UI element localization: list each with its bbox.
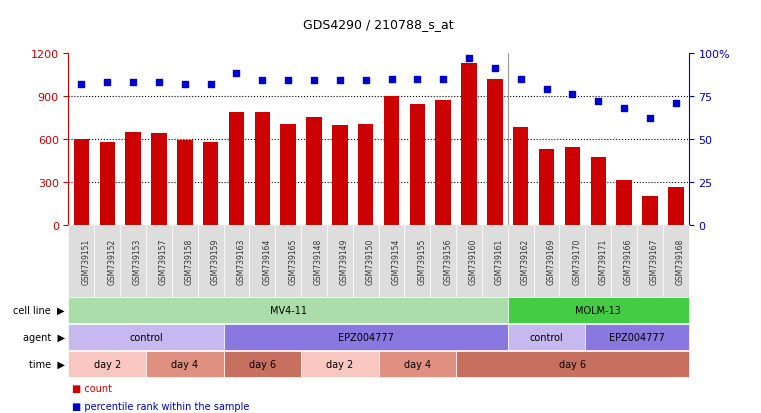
Bar [591,158,606,225]
Bar [151,134,167,225]
Text: control: control [129,332,163,342]
Text: GSM739148: GSM739148 [314,238,323,284]
Text: MOLM-13: MOLM-13 [575,305,621,316]
Point [334,78,346,84]
Bar [384,97,400,225]
Text: GSM739164: GSM739164 [263,238,272,285]
Text: GSM739160: GSM739160 [469,238,478,285]
Point [101,80,113,86]
Point [282,78,295,84]
Text: ■ percentile rank within the sample: ■ percentile rank within the sample [72,401,250,411]
Text: GDS4290 / 210788_s_at: GDS4290 / 210788_s_at [304,18,454,31]
Point [618,105,630,112]
Bar [435,101,451,225]
Bar [409,105,425,225]
Text: GSM739161: GSM739161 [495,238,504,284]
Point [437,76,449,83]
Text: day 6: day 6 [559,359,586,369]
Bar [358,125,374,225]
Bar [539,150,554,225]
Text: GSM739152: GSM739152 [107,238,116,284]
Point [153,80,165,86]
Point [670,100,682,107]
Bar [642,197,658,225]
Text: GSM739157: GSM739157 [159,238,168,285]
Text: GSM739166: GSM739166 [624,238,633,285]
Text: GSM739167: GSM739167 [650,238,659,285]
Text: cell line  ▶: cell line ▶ [13,305,65,316]
Bar [229,112,244,225]
Text: control: control [530,332,563,342]
Point [308,78,320,84]
Text: GSM739159: GSM739159 [211,238,220,285]
Text: GSM739169: GSM739169 [546,238,556,285]
Text: day 4: day 4 [171,359,199,369]
Point [127,80,139,86]
Point [256,78,269,84]
Point [75,81,88,88]
Text: GSM739155: GSM739155 [417,238,426,285]
Point [463,55,475,62]
Point [205,81,217,88]
Bar [177,141,193,225]
Text: GSM739158: GSM739158 [185,238,194,284]
Bar [100,143,115,225]
Text: day 2: day 2 [94,359,121,369]
Text: day 6: day 6 [249,359,276,369]
Bar [203,142,218,225]
Text: GSM739149: GSM739149 [340,238,349,285]
Bar [126,132,141,225]
Text: GSM739163: GSM739163 [237,238,246,285]
Text: GSM739170: GSM739170 [572,238,581,285]
Text: EPZ004777: EPZ004777 [338,332,393,342]
Text: GSM739153: GSM739153 [133,238,142,285]
Text: GSM739165: GSM739165 [288,238,297,285]
Text: GSM739150: GSM739150 [366,238,374,285]
Point [540,86,552,93]
Point [566,92,578,98]
Text: GSM739151: GSM739151 [81,238,91,284]
Point [411,76,423,83]
Point [385,76,397,83]
Bar [306,117,322,225]
Bar [461,64,477,225]
Bar [616,181,632,225]
Text: ■ count: ■ count [72,383,113,393]
Text: day 4: day 4 [404,359,431,369]
Bar [280,125,296,225]
Text: GSM739171: GSM739171 [598,238,607,284]
Point [644,116,656,122]
Text: GSM739154: GSM739154 [391,238,400,285]
Text: time  ▶: time ▶ [29,359,65,369]
Point [360,78,372,84]
Text: GSM739156: GSM739156 [443,238,452,285]
Bar [487,79,503,225]
Text: MV4-11: MV4-11 [269,305,307,316]
Text: agent  ▶: agent ▶ [23,332,65,342]
Point [489,66,501,72]
Point [179,81,191,88]
Text: EPZ004777: EPZ004777 [609,332,665,342]
Point [514,76,527,83]
Bar [513,128,528,225]
Bar [74,140,89,225]
Point [231,71,243,78]
Text: GSM739162: GSM739162 [521,238,530,284]
Bar [254,112,270,225]
Bar [668,188,683,225]
Point [592,98,604,105]
Bar [332,126,348,225]
Text: day 2: day 2 [326,359,353,369]
Bar [565,147,580,225]
Text: GSM739168: GSM739168 [676,238,685,284]
